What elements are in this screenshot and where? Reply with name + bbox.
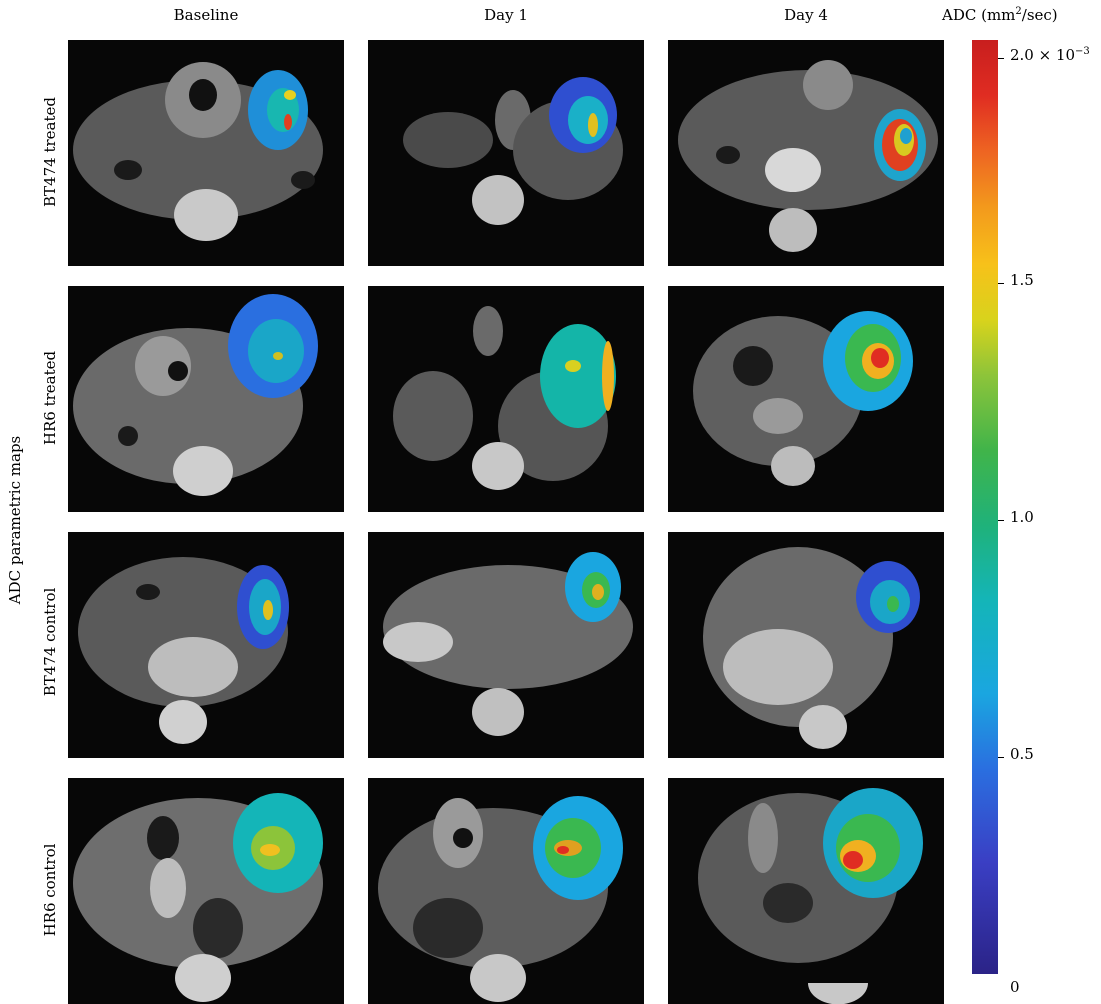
mri-panel-bt474-treated-baseline	[68, 40, 344, 266]
y-axis-title-text: ADC parametric maps	[6, 435, 24, 605]
column-header-day1: Day 1	[484, 6, 528, 24]
mri-panel-bt474-treated-day1	[368, 40, 644, 266]
colorbar-tick-label-0: 0	[1010, 978, 1020, 996]
mri-panel-bt474-control-day1	[368, 532, 644, 758]
column-header-day4: Day 4	[784, 6, 828, 24]
colorbar-tick-label-0-5: 0.5	[1010, 745, 1034, 763]
colorbar-top-exp: −3	[1075, 46, 1090, 57]
mri-panel-hr6-control-day4	[668, 778, 944, 1004]
mri-panel-hr6-treated-baseline	[68, 286, 344, 512]
colorbar-tick-1-0	[998, 520, 1004, 521]
mri-panel-bt474-control-baseline	[68, 532, 344, 758]
colorbar-tick-top	[998, 58, 1004, 59]
colorbar-tick-label-1-5: 1.5	[1010, 271, 1034, 289]
mri-panel-hr6-treated-day4	[668, 286, 944, 512]
colorbar-tick-label-top: 2.0 × 10−3	[1010, 46, 1090, 64]
colorbar-tick-1-5	[998, 283, 1004, 284]
colorbar-tick-0-5	[998, 757, 1004, 758]
row-label: BT474 control	[41, 587, 59, 697]
colorbar-tick-label-1-0: 1.0	[1010, 508, 1034, 526]
colorbar-title-exp: 2	[1015, 6, 1022, 17]
mri-panel-hr6-treated-day1	[368, 286, 644, 512]
mri-panel-hr6-control-day1	[368, 778, 644, 1004]
colorbar-top-label: 2.0 × 10	[1010, 46, 1076, 64]
colorbar-title-prefix: ADC (mm	[942, 6, 1016, 24]
row-label: HR6 treated	[41, 350, 59, 446]
mri-panel-hr6-control-baseline	[68, 778, 344, 1004]
colorbar	[972, 40, 998, 974]
mri-panel-bt474-treated-day4	[668, 40, 944, 266]
column-header-baseline: Baseline	[173, 6, 239, 24]
row-label: BT474 treated	[41, 97, 59, 207]
colorbar-title: ADC (mm2/sec)	[942, 6, 1058, 24]
mri-panel-bt474-control-day4	[668, 532, 944, 758]
row-label: HR6 control	[41, 843, 59, 937]
colorbar-title-suffix: /sec)	[1021, 6, 1058, 24]
